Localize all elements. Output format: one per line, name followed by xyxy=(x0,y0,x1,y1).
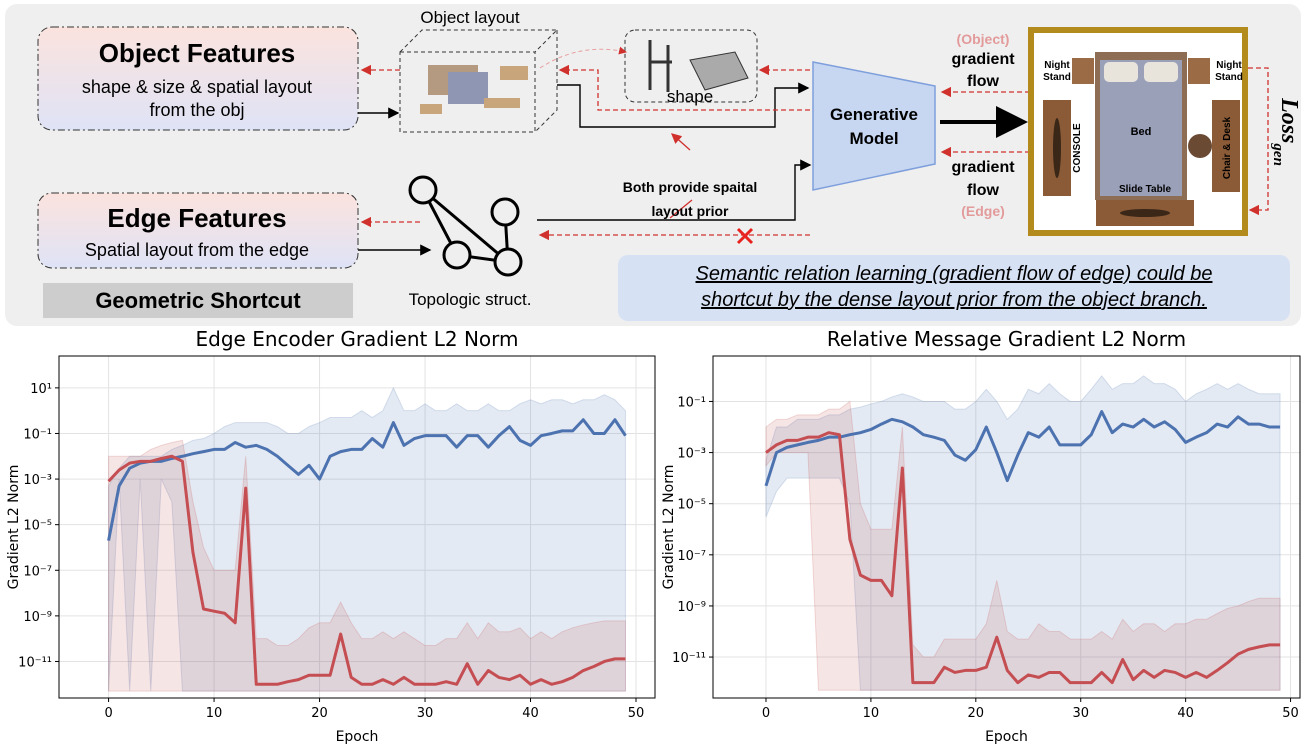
y-tick-label: 10¹ xyxy=(30,382,52,397)
x-tick-label: 20 xyxy=(311,706,328,721)
figure: Object Features shape & size & spatial l… xyxy=(0,0,1307,748)
chart: 10¹ 10⁻¹ 10⁻³ 10⁻⁵ 10⁻⁷ 10⁻⁹ 10⁻¹¹ 0 10 20 30 40 50 E… xyxy=(6,327,655,745)
x-axis-label: Epoch xyxy=(336,729,379,745)
chart: 10⁻¹ 10⁻³ 10⁻⁵ 10⁻⁷ 10⁻⁹ 10⁻¹¹ 0 10 20 30 40 50 Rela… xyxy=(661,327,1300,745)
gradient-flow-text: gradient xyxy=(951,51,1015,68)
caption-line: Semantic relation learning (gradient flo… xyxy=(696,263,1213,285)
gradient-flow-text: flow xyxy=(967,182,1000,199)
object-features-title: Object Features xyxy=(99,38,296,68)
shortcut-label: Geometric Shortcut xyxy=(95,288,301,313)
y-tick-label: 10⁻¹ xyxy=(677,395,706,410)
object-features-line: from the obj xyxy=(149,100,244,120)
room-label: Slide Table xyxy=(1119,184,1171,195)
y-tick-label: 10⁻⁷ xyxy=(23,564,52,579)
topology-label: Topologic struct. xyxy=(409,290,532,309)
object-layout-label: Object layout xyxy=(420,8,519,27)
y-tick-label: 10⁻³ xyxy=(677,447,706,462)
loss-text: Loss xyxy=(1276,97,1302,143)
prior-note: Both provide spaital xyxy=(623,179,758,195)
x-tick-label: 30 xyxy=(417,706,434,721)
gradient-flow-text: gradient xyxy=(951,159,1015,176)
object-features-line: shape & size & spatial layout xyxy=(82,77,312,97)
y-tick-label: 10⁻¹¹ xyxy=(672,651,706,666)
generative-model-label: Generative xyxy=(830,105,918,124)
room-label: Night xyxy=(1216,60,1242,71)
x-tick-label: 50 xyxy=(1282,706,1299,721)
room-label: Stand xyxy=(1043,72,1071,83)
y-tick-label: 10⁻¹ xyxy=(23,427,52,442)
x-tick-label: 10 xyxy=(206,706,223,721)
room-label: Bed xyxy=(1131,126,1152,138)
x-tick-label: 0 xyxy=(762,706,770,721)
y-tick-label: 10⁻³ xyxy=(23,473,52,488)
chart-title: Relative Message Gradient L2 Norm xyxy=(827,327,1186,351)
room-label: Chair & Desk xyxy=(1222,116,1233,179)
x-tick-label: 40 xyxy=(522,706,539,721)
prior-note: layout prior xyxy=(651,203,729,219)
loss-subscript: gen xyxy=(1270,142,1286,166)
y-tick-label: 10⁻⁷ xyxy=(677,549,706,564)
x-tick-label: 40 xyxy=(1177,706,1194,721)
room-label: Stand xyxy=(1215,72,1243,83)
y-axis-label: Gradient L2 Norm xyxy=(661,465,677,590)
room-label: Night xyxy=(1044,60,1070,71)
gradient-flow-text: (Object) xyxy=(957,31,1010,47)
y-tick-label: 10⁻⁵ xyxy=(23,519,52,534)
y-tick-label: 10⁻⁵ xyxy=(677,498,706,513)
chart-title: Edge Encoder Gradient L2 Norm xyxy=(196,327,519,351)
x-tick-label: 10 xyxy=(863,706,880,721)
x-tick-label: 30 xyxy=(1072,706,1089,721)
edge-features-line: Spatial layout from the edge xyxy=(85,240,309,260)
x-tick-label: 20 xyxy=(968,706,985,721)
room-label: CONSOLE xyxy=(1072,123,1083,173)
gradient-flow-text: (Edge) xyxy=(961,203,1005,219)
y-tick-label: 10⁻⁹ xyxy=(677,600,706,615)
charts: 10¹ 10⁻¹ 10⁻³ 10⁻⁵ 10⁻⁷ 10⁻⁹ 10⁻¹¹ 0 10 20 30 40 50 E… xyxy=(6,327,1300,745)
x-tick-label: 50 xyxy=(628,706,645,721)
y-tick-label: 10⁻¹¹ xyxy=(18,655,52,670)
edge-features-title: Edge Features xyxy=(107,203,286,233)
shape-label: shape xyxy=(667,87,713,106)
y-axis-label: Gradient L2 Norm xyxy=(6,465,22,590)
caption-line: shortcut by the dense layout prior from … xyxy=(701,289,1207,311)
x-axis-label: Epoch xyxy=(985,729,1028,745)
x-tick-label: 0 xyxy=(104,706,112,721)
generative-model-label: Model xyxy=(849,129,898,148)
y-tick-label: 10⁻⁹ xyxy=(23,610,52,625)
gradient-flow-text: flow xyxy=(967,73,1000,90)
